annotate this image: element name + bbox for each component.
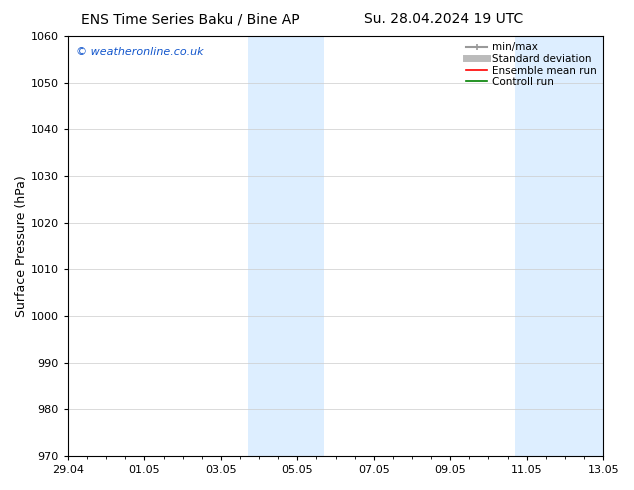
Text: ENS Time Series Baku / Bine AP: ENS Time Series Baku / Bine AP	[81, 12, 299, 26]
Y-axis label: Surface Pressure (hPa): Surface Pressure (hPa)	[15, 175, 28, 317]
Bar	[515, 36, 607, 456]
Bar	[248, 36, 324, 456]
Text: © weatheronline.co.uk: © weatheronline.co.uk	[76, 47, 204, 57]
Text: Su. 28.04.2024 19 UTC: Su. 28.04.2024 19 UTC	[364, 12, 524, 26]
Legend: min/max, Standard deviation, Ensemble mean run, Controll run: min/max, Standard deviation, Ensemble me…	[463, 39, 600, 90]
